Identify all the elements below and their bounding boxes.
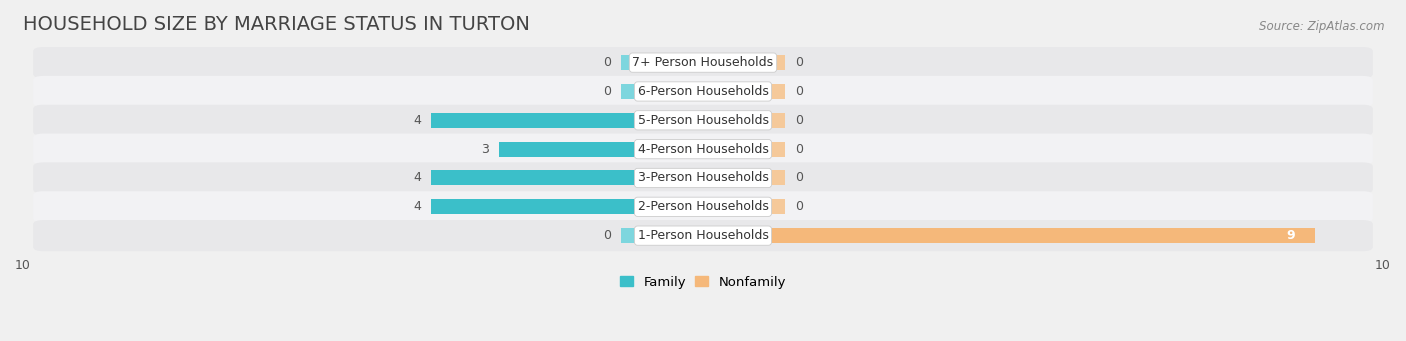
- Text: HOUSEHOLD SIZE BY MARRIAGE STATUS IN TURTON: HOUSEHOLD SIZE BY MARRIAGE STATUS IN TUR…: [22, 15, 530, 34]
- Text: 0: 0: [603, 229, 612, 242]
- Text: 3-Person Households: 3-Person Households: [637, 172, 769, 184]
- Bar: [621, 55, 703, 70]
- Text: 4-Person Households: 4-Person Households: [637, 143, 769, 155]
- Text: 4: 4: [413, 172, 420, 184]
- Text: 0: 0: [794, 200, 803, 213]
- Bar: [703, 55, 785, 70]
- FancyBboxPatch shape: [34, 134, 1372, 165]
- Text: 5-Person Households: 5-Person Households: [637, 114, 769, 127]
- Bar: [703, 113, 785, 128]
- Text: 0: 0: [794, 114, 803, 127]
- Bar: [703, 228, 1315, 243]
- FancyBboxPatch shape: [34, 191, 1372, 222]
- Text: 2-Person Households: 2-Person Households: [637, 200, 769, 213]
- FancyBboxPatch shape: [34, 105, 1372, 136]
- Bar: [432, 170, 703, 186]
- Bar: [621, 84, 703, 99]
- Bar: [432, 199, 703, 214]
- Text: 4: 4: [413, 114, 420, 127]
- Bar: [432, 113, 703, 128]
- FancyBboxPatch shape: [34, 76, 1372, 107]
- Text: 1-Person Households: 1-Person Households: [637, 229, 769, 242]
- Bar: [621, 228, 703, 243]
- FancyBboxPatch shape: [34, 47, 1372, 78]
- Text: 0: 0: [794, 172, 803, 184]
- Text: 0: 0: [794, 143, 803, 155]
- Bar: [703, 84, 785, 99]
- Text: 0: 0: [603, 85, 612, 98]
- Text: 6-Person Households: 6-Person Households: [637, 85, 769, 98]
- Text: 0: 0: [603, 56, 612, 69]
- Legend: Family, Nonfamily: Family, Nonfamily: [614, 270, 792, 294]
- Bar: [703, 170, 785, 186]
- Text: 3: 3: [481, 143, 489, 155]
- Bar: [703, 199, 785, 214]
- FancyBboxPatch shape: [34, 220, 1372, 251]
- Text: 9: 9: [1286, 229, 1295, 242]
- Text: 0: 0: [794, 56, 803, 69]
- Text: 4: 4: [413, 200, 420, 213]
- Bar: [703, 142, 785, 157]
- Bar: [499, 142, 703, 157]
- FancyBboxPatch shape: [34, 162, 1372, 194]
- Text: Source: ZipAtlas.com: Source: ZipAtlas.com: [1260, 20, 1385, 33]
- Text: 7+ Person Households: 7+ Person Households: [633, 56, 773, 69]
- Text: 0: 0: [794, 85, 803, 98]
